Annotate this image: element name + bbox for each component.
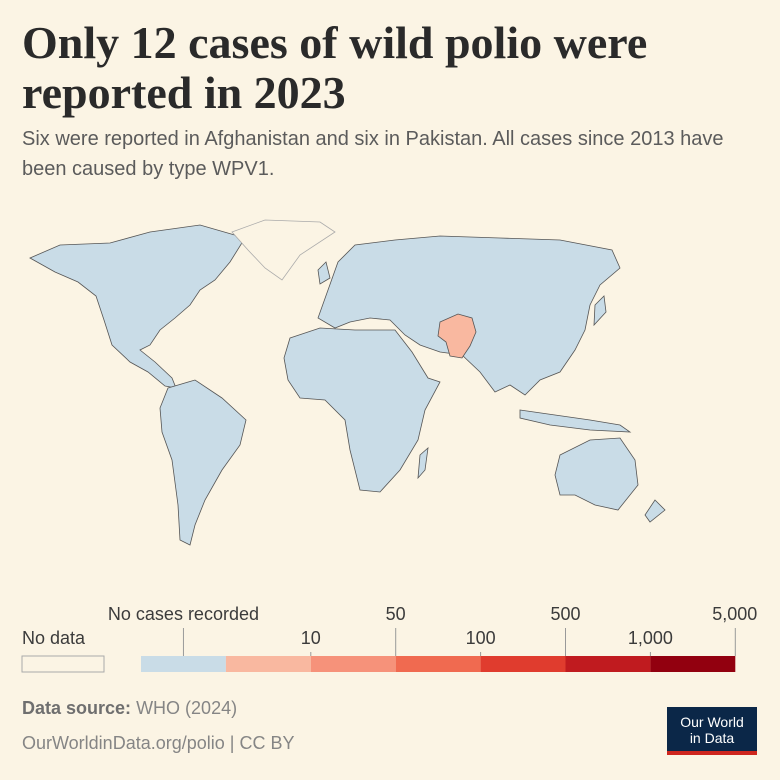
africa <box>283 327 441 493</box>
legend-segment <box>310 656 396 672</box>
no-data-swatch <box>21 655 105 673</box>
legend-segment <box>395 656 481 672</box>
tick-label: 100 <box>466 628 496 648</box>
logo: Our World in Data <box>667 707 757 755</box>
tick-label: 1,000 <box>628 628 673 648</box>
north-america <box>29 224 246 389</box>
no-cases-label: No cases recorded <box>108 604 259 624</box>
australia <box>554 437 639 511</box>
legend-segment <box>650 656 736 672</box>
source-text: WHO (2024) <box>136 698 238 718</box>
afghanistan-pakistan <box>437 313 477 359</box>
eurasia <box>317 235 621 396</box>
subtitle: Six were reported in Afghanistan and six… <box>22 128 724 180</box>
tick-label: 5,000 <box>712 604 757 624</box>
tick-label: 500 <box>550 604 580 624</box>
madagascar <box>417 446 429 480</box>
greenland <box>231 219 336 281</box>
tick-label: 10 <box>301 628 321 648</box>
tick-label: 50 <box>386 604 406 624</box>
legend-segment <box>225 656 311 672</box>
no-data-label: No data <box>22 628 86 648</box>
japan <box>593 295 607 327</box>
legend-segment <box>480 656 566 672</box>
source: Data source: WHO (2024) <box>22 698 237 719</box>
source-label: Data source: <box>22 698 132 718</box>
legend-segment <box>565 656 651 672</box>
indonesia <box>519 409 632 433</box>
source-url: OurWorldinData.org/polio | CC BY <box>22 733 295 753</box>
title: Only 12 cases of wild polio were reporte… <box>22 17 648 118</box>
no-cases-swatch <box>141 656 226 672</box>
new-zealand <box>644 499 666 523</box>
logo-line: in Data <box>689 730 735 746</box>
south-america <box>159 379 247 546</box>
logo-line: Our World <box>680 714 744 730</box>
uk <box>317 261 331 285</box>
